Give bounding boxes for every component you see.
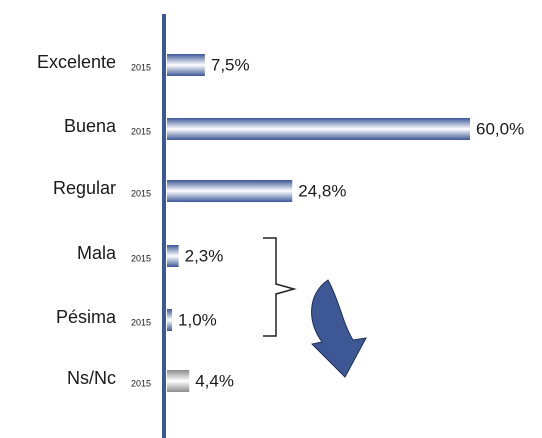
series-label: 2015	[131, 62, 151, 72]
value-label: 2,3%	[185, 246, 224, 265]
series-label: 2015	[131, 188, 151, 198]
value-label: 60,0%	[476, 119, 524, 138]
value-label: 24,8%	[298, 181, 346, 200]
category-label: Mala	[77, 243, 117, 263]
curved-arrow	[310, 279, 367, 378]
bar	[167, 118, 470, 140]
category-label: Ns/Nc	[67, 368, 116, 388]
bar	[167, 245, 179, 267]
category-label: Buena	[64, 116, 117, 136]
series-label: 2015	[131, 253, 151, 263]
category-label: Excelente	[37, 52, 116, 72]
bar	[167, 180, 293, 202]
bar	[167, 370, 190, 392]
series-label: 2015	[131, 378, 151, 388]
bar	[167, 309, 173, 331]
bar	[167, 54, 205, 76]
value-label: 7,5%	[211, 55, 250, 74]
series-label: 2015	[131, 126, 151, 136]
brace	[263, 237, 297, 337]
category-label: Regular	[53, 178, 116, 198]
value-label: 1,0%	[178, 310, 217, 329]
category-label: Pésima	[56, 307, 117, 327]
value-label: 4,4%	[195, 371, 234, 390]
series-label: 2015	[131, 317, 151, 327]
